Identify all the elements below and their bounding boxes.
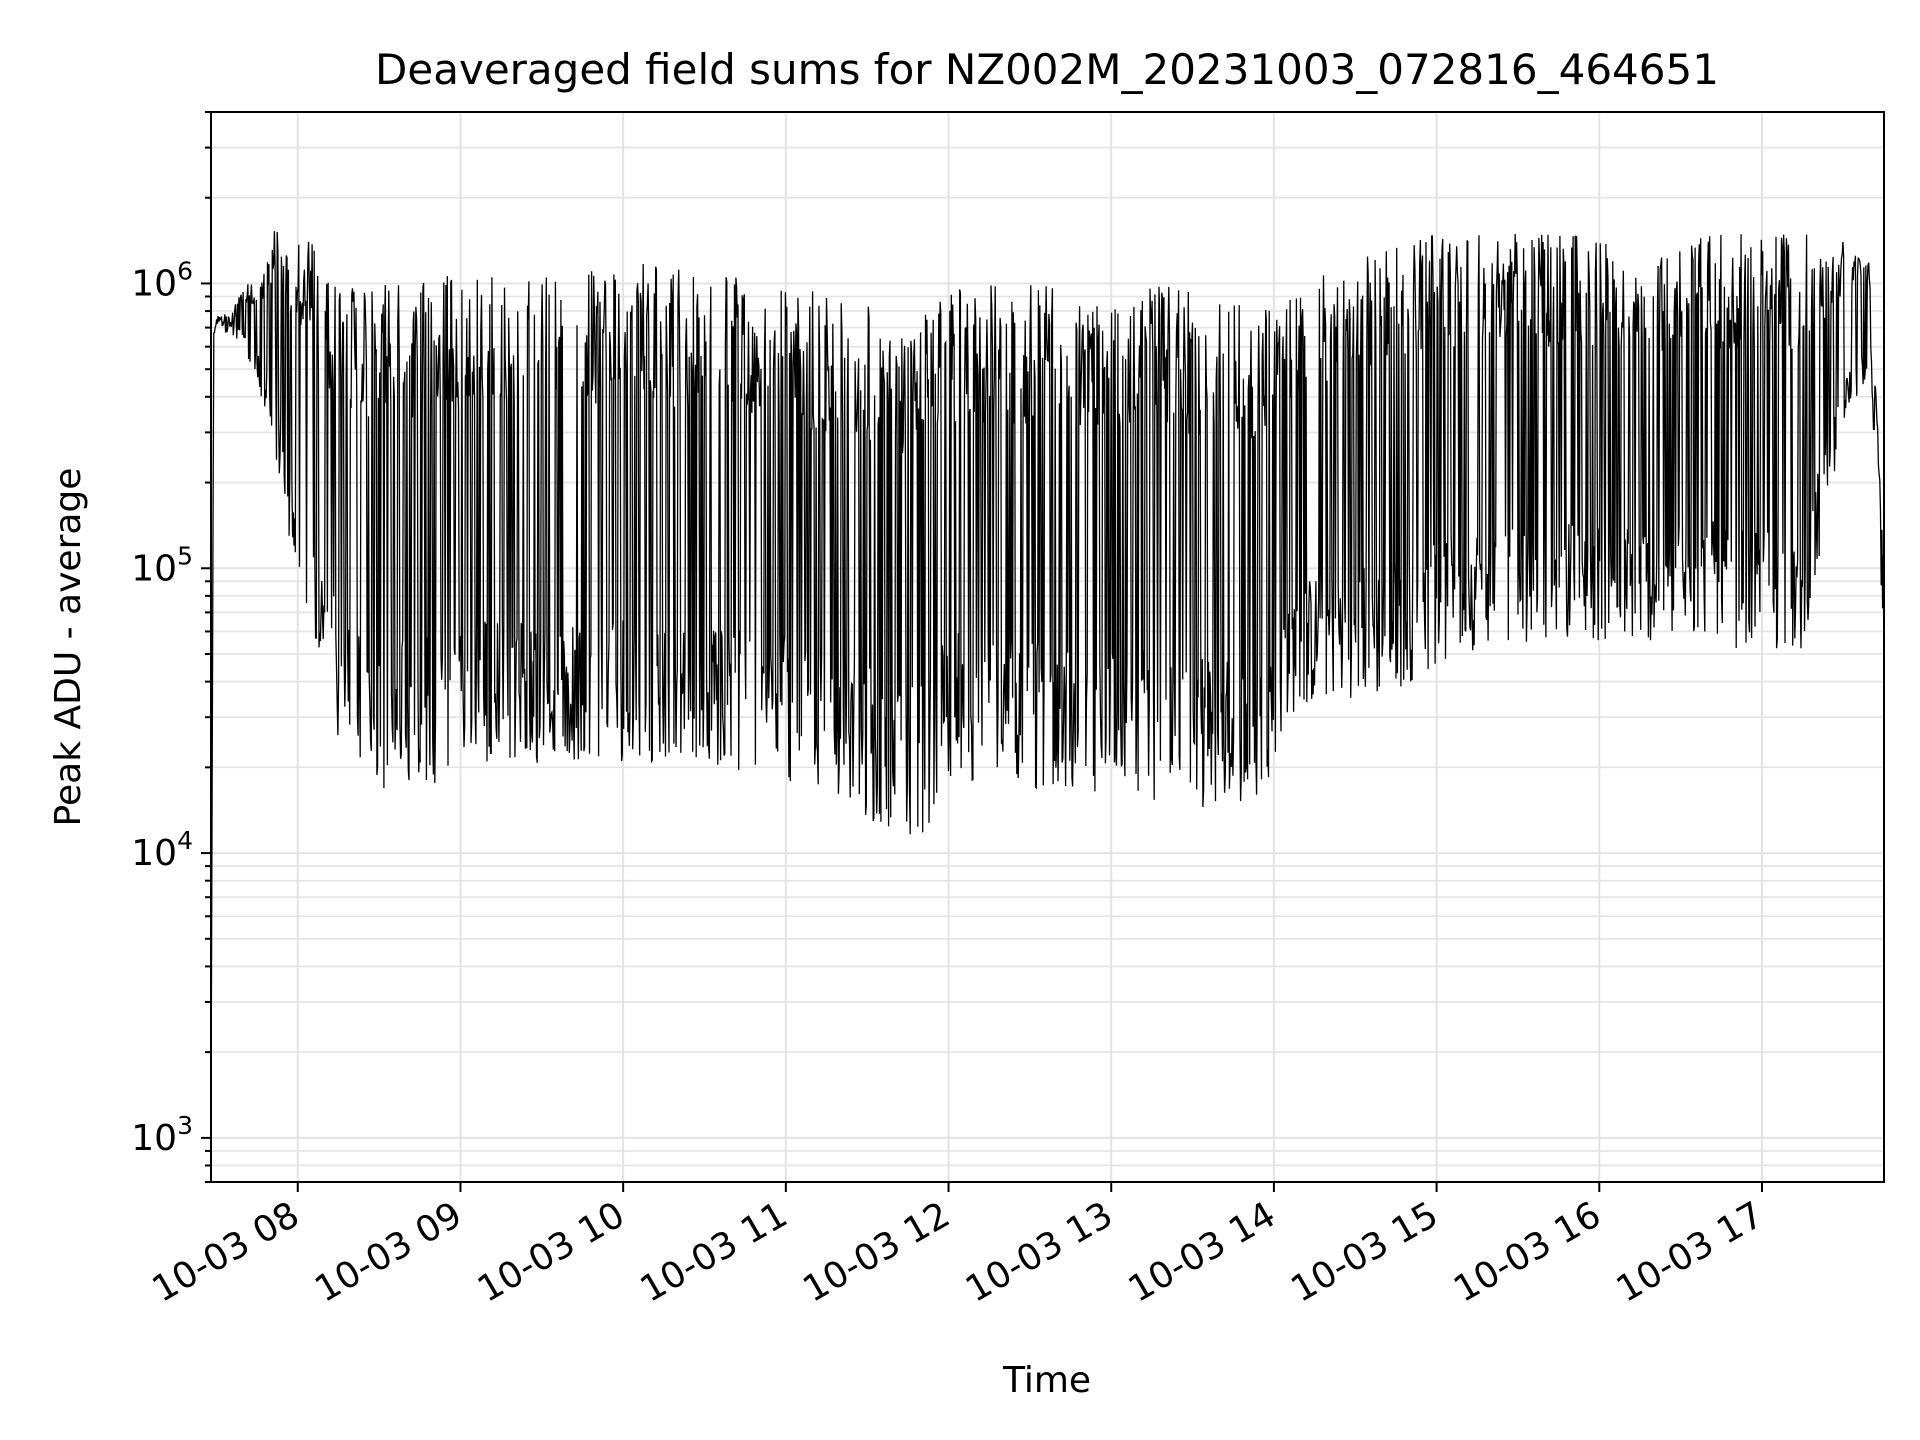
data-layer xyxy=(210,231,1885,1125)
y-axis-label: Peak ADU - average xyxy=(48,468,89,827)
x-axis-label: Time xyxy=(1002,1360,1091,1401)
y-tick-label: 105 xyxy=(131,541,193,589)
plot-frame xyxy=(210,111,1885,1183)
chart-title: Deaveraged field sums for NZ002M_2023100… xyxy=(375,45,1719,94)
y-tick-label: 106 xyxy=(131,256,193,304)
series-line xyxy=(210,231,1885,1125)
y-tick-label: 103 xyxy=(131,1111,193,1159)
y-tick-label: 104 xyxy=(131,826,193,874)
